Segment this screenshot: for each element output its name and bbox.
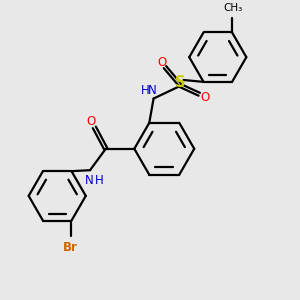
Text: N: N bbox=[85, 174, 94, 187]
Text: CH₃: CH₃ bbox=[223, 3, 242, 13]
Text: S: S bbox=[176, 75, 186, 90]
Text: O: O bbox=[87, 115, 96, 128]
Text: H: H bbox=[141, 84, 150, 97]
Text: N: N bbox=[148, 84, 157, 97]
Text: H: H bbox=[95, 174, 103, 187]
Text: O: O bbox=[158, 56, 167, 68]
Text: O: O bbox=[200, 91, 210, 103]
Text: Br: Br bbox=[63, 241, 77, 254]
